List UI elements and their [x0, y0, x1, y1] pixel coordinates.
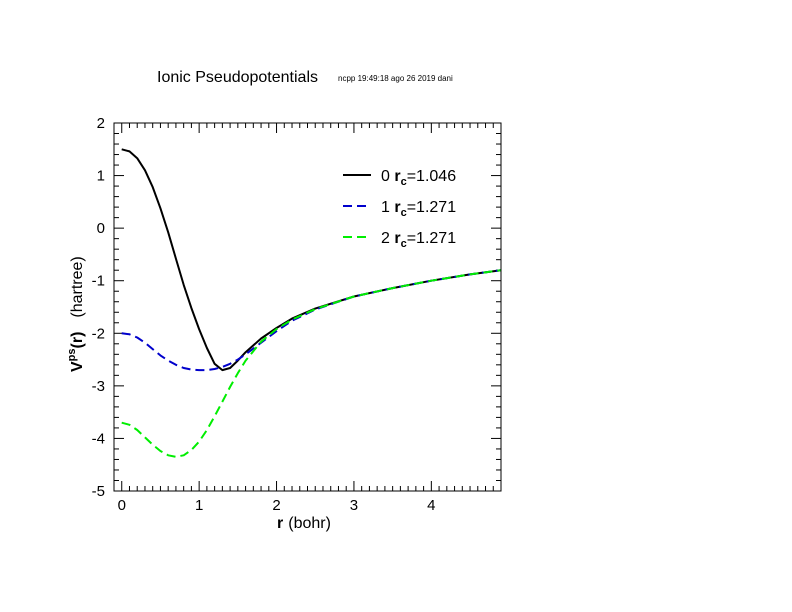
- x-tick-label: 1: [195, 497, 203, 514]
- x-tick-label: 2: [272, 497, 280, 514]
- legend-index: 1: [381, 199, 394, 216]
- legend-symbol: r: [394, 199, 400, 216]
- y-tick-label: 0: [97, 220, 105, 237]
- x-axis-symbol: r: [277, 515, 283, 532]
- x-tick-label: 3: [350, 497, 358, 514]
- x-tick-label: 4: [427, 497, 435, 514]
- y-axis-label: Vps(r) (hartree): [66, 256, 86, 372]
- x-tick-label: 0: [118, 497, 126, 514]
- legend-value: =1.271: [407, 199, 456, 216]
- y-axis-superscript: ps: [66, 348, 78, 361]
- chart-title: Ionic Pseudopotentials: [157, 69, 318, 86]
- y-tick-label: -4: [92, 430, 105, 447]
- y-axis-unit: (hartree): [69, 256, 86, 317]
- legend-label-0: 0 rc=1.046: [381, 168, 456, 188]
- legend-value: =1.271: [407, 230, 456, 247]
- plot-series: [121, 148, 502, 458]
- legend-label-2: 2 rc=1.271: [381, 230, 456, 250]
- legend-symbol: r: [394, 168, 400, 185]
- y-tick-label: -1: [92, 273, 105, 290]
- x-axis-label: r (bohr): [277, 515, 331, 532]
- plot-frame: [113, 122, 502, 492]
- chart-subtitle: ncpp 19:49:18 ago 26 2019 dani: [338, 74, 453, 83]
- series-line-2: [121, 269, 502, 458]
- y-tick-label: -5: [92, 483, 105, 500]
- legend-index: 0: [381, 168, 394, 185]
- legend-subscript: c: [401, 207, 407, 219]
- y-axis-symbol: V: [69, 361, 86, 372]
- x-axis-unit: (bohr): [288, 515, 331, 532]
- legend-label-1: 1 rc=1.271: [381, 199, 456, 219]
- y-tick-label: -2: [92, 325, 105, 342]
- legend-symbol: r: [394, 230, 400, 247]
- legend-value: =1.046: [407, 168, 456, 185]
- series-line-1: [121, 269, 502, 372]
- legend-subscript: c: [401, 176, 407, 188]
- legend-subscript: c: [401, 238, 407, 250]
- y-axis-arg: (r): [69, 332, 86, 349]
- y-tick-label: -3: [92, 378, 105, 395]
- y-tick-label: 1: [97, 168, 105, 185]
- x-tick-labels: 0 1 2 3 4: [118, 497, 436, 514]
- legend-index: 2: [381, 230, 394, 247]
- y-tick-label: 2: [97, 115, 105, 132]
- y-tick-labels: 2 1 0 -1 -2 -3 -4 -5: [92, 115, 105, 500]
